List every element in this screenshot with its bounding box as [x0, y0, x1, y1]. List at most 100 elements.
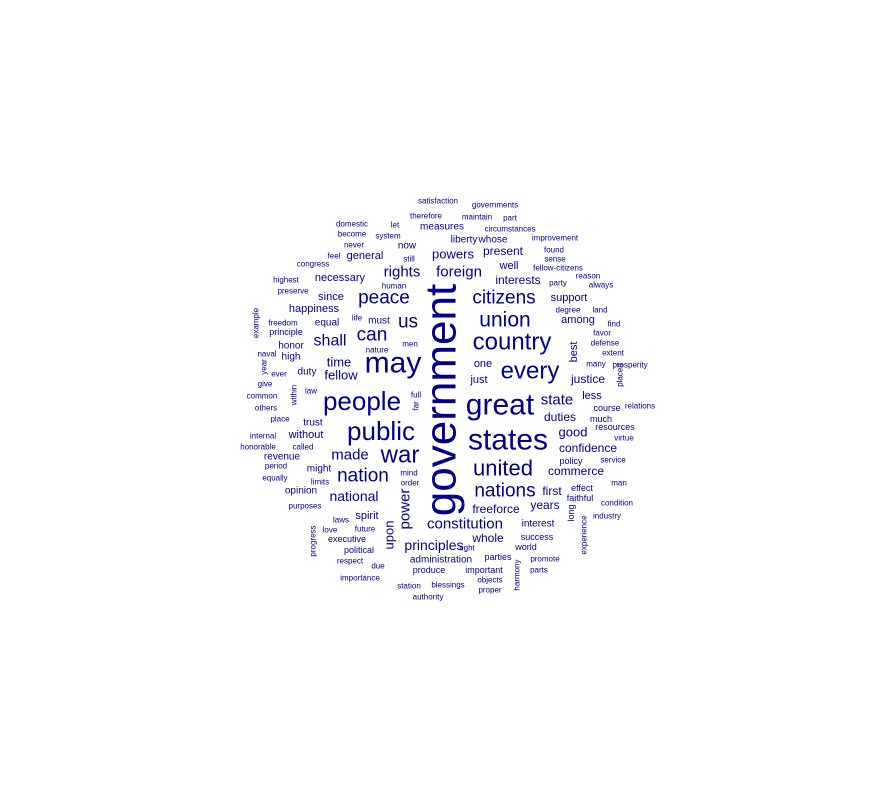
- word-man: man: [611, 479, 627, 488]
- word-circumstances: circumstances: [484, 225, 535, 234]
- word-equal: equal: [315, 318, 339, 329]
- word-necessary: necessary: [315, 272, 366, 284]
- word-principle: principle: [269, 327, 303, 337]
- word-service: service: [600, 456, 626, 465]
- word-always: always: [589, 281, 613, 290]
- word-proper: proper: [478, 586, 501, 595]
- word-degree: degree: [556, 306, 581, 315]
- word-let: let: [391, 221, 400, 230]
- word-favor: favor: [593, 329, 611, 338]
- word-world: world: [514, 542, 537, 552]
- word-defense: defense: [591, 339, 620, 348]
- word-preserve: preserve: [277, 287, 309, 296]
- word-revenue: revenue: [264, 452, 301, 463]
- word-confidence: confidence: [559, 441, 617, 455]
- word-parties: parties: [484, 552, 512, 562]
- word-extent: extent: [602, 349, 625, 358]
- word-opinion: opinion: [285, 486, 317, 497]
- word-state: state: [541, 392, 574, 409]
- word-whose: whose: [478, 235, 508, 246]
- word-every: every: [501, 358, 560, 385]
- word-equally: equally: [262, 474, 287, 483]
- word-domestic: domestic: [336, 220, 368, 229]
- word-blessings: blessings: [431, 581, 464, 590]
- word-improvement: improvement: [532, 234, 579, 243]
- word-highest: highest: [273, 276, 300, 285]
- word-common: common: [247, 392, 278, 401]
- word-year: year: [260, 359, 269, 375]
- word-part: part: [503, 214, 518, 223]
- word-many: many: [586, 360, 606, 369]
- word-sense: sense: [544, 255, 566, 264]
- word-human: human: [382, 282, 406, 291]
- word-peace: peace: [358, 288, 410, 309]
- word-public: public: [347, 416, 415, 446]
- word-success: success: [521, 532, 554, 542]
- word-maintain: maintain: [462, 213, 492, 222]
- word-might: might: [307, 464, 332, 475]
- word-support: support: [551, 292, 588, 304]
- word-must: must: [368, 316, 390, 327]
- word-well: well: [499, 260, 519, 272]
- word-produce: produce: [413, 565, 446, 575]
- word-law: law: [305, 387, 317, 396]
- word-administration: administration: [410, 555, 472, 566]
- word-still: still: [403, 255, 415, 264]
- word-system: system: [375, 232, 401, 241]
- word-country: country: [473, 329, 552, 356]
- word-time: time: [327, 355, 352, 370]
- word-united: united: [473, 456, 533, 481]
- word-authority: authority: [413, 593, 444, 602]
- word-place: place: [270, 415, 290, 424]
- word-give: give: [258, 380, 273, 389]
- word-shall: shall: [314, 333, 347, 350]
- word-nations: nations: [474, 481, 535, 502]
- word-called: called: [293, 443, 314, 452]
- word-station: station: [397, 582, 421, 591]
- word-duty: duty: [298, 367, 317, 378]
- word-constitution: constitution: [427, 516, 503, 533]
- word-harmony: harmony: [513, 559, 522, 590]
- word-principles: principles: [404, 537, 463, 553]
- word-ever: ever: [271, 370, 287, 379]
- word-become: become: [338, 230, 367, 239]
- word-objects: objects: [477, 576, 502, 585]
- word-just: just: [469, 374, 487, 386]
- word-honorable: honorable: [240, 443, 276, 452]
- word-never: never: [344, 241, 364, 250]
- word-interests: interests: [495, 273, 540, 287]
- word-general: general: [347, 250, 384, 262]
- word-high: high: [282, 352, 301, 363]
- word-measures: measures: [420, 222, 464, 233]
- word-one: one: [474, 358, 492, 370]
- word-faithful: faithful: [567, 493, 594, 503]
- word-limits: limits: [311, 478, 329, 487]
- word-experience: experience: [580, 515, 589, 555]
- word-foreign: foreign: [436, 264, 482, 281]
- word-much: much: [590, 414, 612, 424]
- word-importance: importance: [340, 574, 380, 583]
- word-order: order: [401, 479, 420, 488]
- word-liberty: liberty: [451, 235, 478, 246]
- word-justice: justice: [570, 372, 605, 386]
- word-important: important: [465, 565, 503, 575]
- word-purposes: purposes: [289, 502, 322, 511]
- word-people: people: [323, 386, 401, 416]
- word-citizens: citizens: [472, 288, 535, 309]
- word-respect: respect: [337, 557, 364, 566]
- word-freeforce: freeforce: [472, 502, 520, 516]
- word-power: power: [397, 489, 414, 530]
- word-period: period: [265, 462, 287, 471]
- word-mind: mind: [400, 469, 417, 478]
- word-land: land: [592, 306, 607, 315]
- word-political: political: [344, 545, 374, 555]
- word-now: now: [398, 241, 417, 252]
- word-since: since: [318, 291, 344, 303]
- word-nature: nature: [366, 346, 389, 355]
- word-found: found: [544, 246, 564, 255]
- word-internal: internal: [250, 432, 276, 441]
- word-condition: condition: [601, 499, 633, 508]
- word-naval: naval: [257, 350, 276, 359]
- word-commerce: commerce: [548, 464, 604, 478]
- word-honor: honor: [278, 341, 304, 352]
